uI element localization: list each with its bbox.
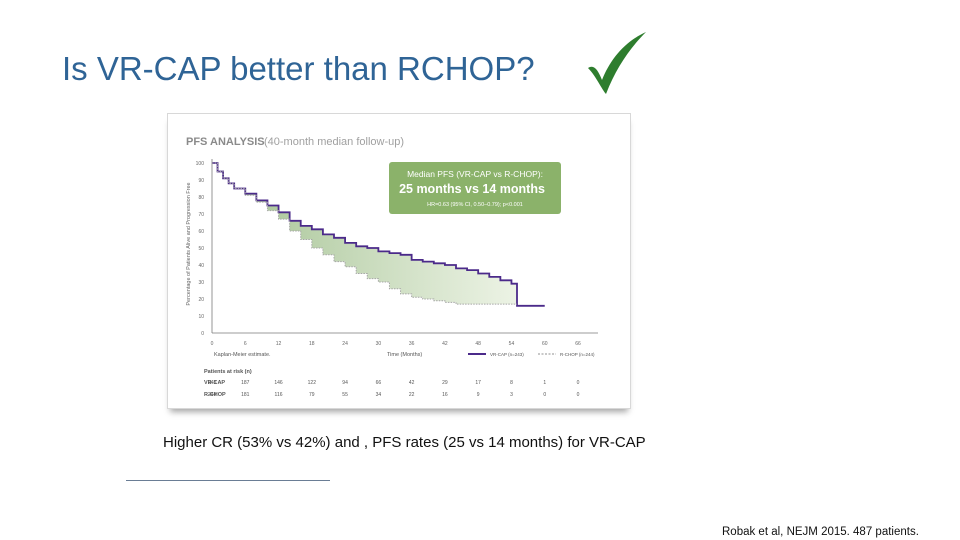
- at-risk-row-label-rchop: R-CHOP: [204, 392, 226, 398]
- pfs-chart-svg: PFS ANALYSIS (40-month median follow-up)…: [186, 136, 598, 398]
- at-risk-cell: 17: [475, 380, 481, 386]
- series-line-rchop: [212, 162, 517, 305]
- y-tick-label: 50: [198, 246, 204, 252]
- at-risk-cell: 9: [477, 392, 480, 398]
- y-tick-label: 60: [198, 229, 204, 235]
- pfs-difference-band: [212, 163, 517, 306]
- y-tick-label: 20: [198, 297, 204, 303]
- annotation-detail: HR=0.63 (95% CI, 0.50–0.79); p<0.001: [427, 202, 523, 208]
- at-risk-cell: 116: [275, 392, 283, 398]
- estimate-label: Kaplan-Meier estimate.: [214, 352, 271, 358]
- series-line-vrcap: [212, 162, 545, 307]
- y-tick-label: 80: [198, 195, 204, 201]
- legend: VR-CAP (n=243) R-CHOP (n=244): [468, 352, 595, 357]
- annotation-box: [389, 162, 561, 214]
- at-risk-cell: 3: [510, 392, 513, 398]
- x-tick-label: 54: [509, 341, 515, 347]
- y-axis-label: Percentage of Patients Alive and Progres…: [186, 182, 192, 305]
- checkmark-icon: [588, 32, 646, 94]
- at-risk-cell: 122: [308, 380, 317, 386]
- x-tick-label: 30: [376, 341, 382, 347]
- at-risk-cell: 0: [577, 380, 580, 386]
- x-tick-label: 36: [409, 341, 415, 347]
- y-tick-label: 100: [196, 161, 205, 167]
- y-tick-label: 70: [198, 212, 204, 218]
- x-axis-label: Time (Months): [387, 352, 422, 358]
- x-tick-label: 0: [211, 341, 214, 347]
- citation: Robak et al, NEJM 2015. 487 patients.: [722, 526, 919, 538]
- y-tick-label: 40: [198, 263, 204, 269]
- x-tick-label: 18: [309, 341, 315, 347]
- pfs-chart-figure: PFS ANALYSIS (40-month median follow-up)…: [167, 113, 631, 409]
- at-risk-cell: 0: [577, 392, 580, 398]
- y-tick-label: 10: [198, 314, 204, 320]
- at-risk-cell: 8: [510, 380, 513, 386]
- chart-subtitle: (40-month median follow-up): [264, 136, 404, 148]
- x-tick-label: 24: [342, 341, 348, 347]
- at-risk-cell: 0: [543, 392, 546, 398]
- slide-caption: Higher CR (53% vs 42%) and , PFS rates (…: [163, 434, 646, 451]
- x-tick-label: 60: [542, 341, 548, 347]
- slide-title: Is VR-CAP better than RCHOP?: [62, 50, 535, 87]
- legend-label-vrcap: VR-CAP (n=243): [490, 352, 524, 357]
- y-tick-label: 30: [198, 280, 204, 286]
- at-risk-cell: 187: [241, 380, 250, 386]
- y-tick-label: 0: [201, 331, 204, 337]
- at-risk-cell: 66: [376, 380, 382, 386]
- at-risk-cell: 29: [442, 380, 448, 386]
- chart-title: PFS ANALYSIS: [186, 136, 265, 148]
- x-tick-label: 42: [442, 341, 448, 347]
- at-risk-cell: 16: [442, 392, 448, 398]
- at-risk-cell: 243: [208, 380, 217, 386]
- x-tick-label: 6: [244, 341, 247, 347]
- at-risk-row-label-vrcap: VR-CAP: [204, 380, 225, 386]
- at-risk-cell: 244: [208, 392, 217, 398]
- at-risk-cell: 181: [241, 392, 250, 398]
- at-risk-cell: 79: [309, 392, 315, 398]
- annotation-main: 25 months vs 14 months: [399, 182, 545, 196]
- at-risk-cell: 22: [409, 392, 415, 398]
- at-risk-cell: 55: [342, 392, 348, 398]
- at-risk-cell: 42: [409, 380, 415, 386]
- median-annotation: Median PFS (VR-CAP vs R-CHOP): 25 months…: [389, 162, 561, 214]
- annotation-heading: Median PFS (VR-CAP vs R-CHOP):: [407, 169, 543, 179]
- at-risk-cell: 146: [274, 380, 283, 386]
- legend-label-rchop: R-CHOP (n=244): [560, 352, 595, 357]
- y-tick-label: 90: [198, 178, 204, 184]
- at-risk-cell: 34: [376, 392, 382, 398]
- at-risk-cell: 1: [543, 380, 546, 386]
- footnote-divider: [126, 480, 330, 481]
- x-tick-label: 66: [575, 341, 581, 347]
- x-tick-label: 48: [475, 341, 481, 347]
- at-risk-cell: 94: [342, 380, 348, 386]
- x-tick-label: 12: [276, 341, 282, 347]
- at-risk-title: Patients at risk (n): [204, 369, 252, 375]
